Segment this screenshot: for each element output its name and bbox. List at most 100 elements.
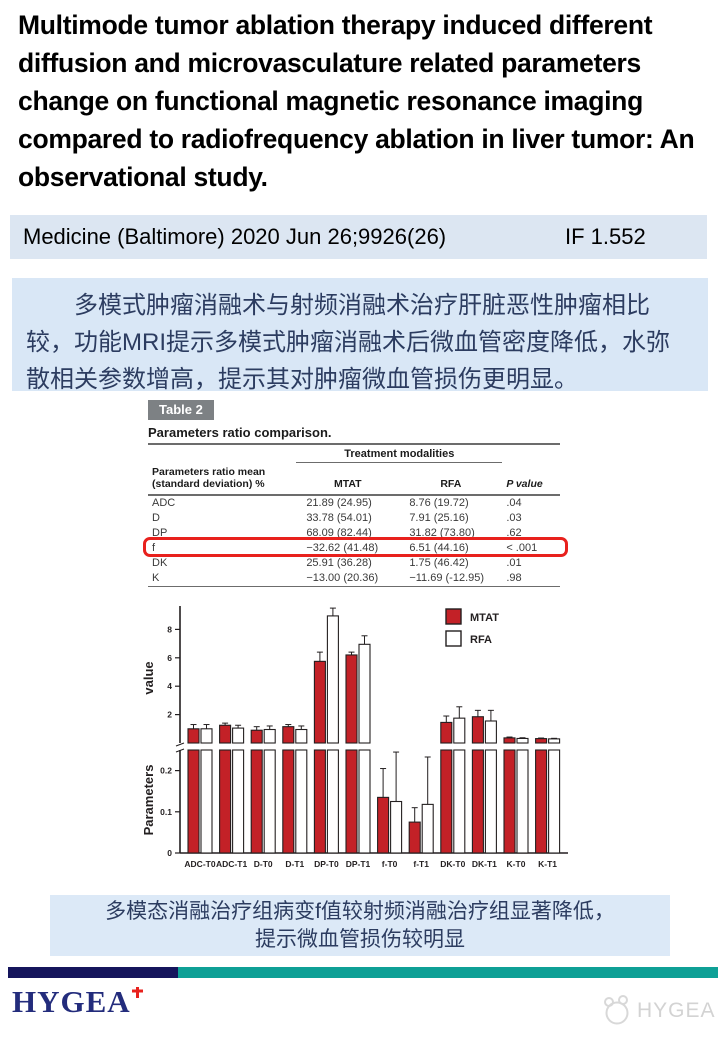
svg-text:Parameters: Parameters bbox=[141, 764, 156, 835]
table-cell: 31.82 (73.80) bbox=[409, 526, 475, 539]
empty-header-cell bbox=[148, 444, 296, 463]
brand-text: HYGEA bbox=[12, 984, 131, 1019]
table-row: DP 68.09 (82.44) 31.82 (73.80) .62 bbox=[148, 526, 560, 541]
table-cell: .03 bbox=[506, 511, 522, 524]
bar-mtat bbox=[219, 748, 232, 854]
x-tick-label: D-T1 bbox=[285, 859, 304, 869]
journal-bar: Medicine (Baltimore) 2020 Jun 26;9926(26… bbox=[10, 215, 707, 259]
svg-text:6: 6 bbox=[167, 652, 172, 662]
bar-rfa bbox=[263, 728, 276, 744]
bar-rfa bbox=[358, 748, 371, 854]
bar-rfa bbox=[295, 748, 308, 854]
legend-label: RFA bbox=[470, 634, 492, 646]
table-cell: DK bbox=[152, 556, 168, 569]
svg-text:8: 8 bbox=[167, 624, 172, 634]
parameters-table: Treatment modalities Parameters ratio me… bbox=[148, 443, 560, 587]
bar-rfa bbox=[453, 717, 466, 744]
bar-rfa bbox=[232, 727, 245, 744]
bar-rfa bbox=[484, 748, 497, 854]
bar-mtat bbox=[282, 748, 295, 854]
x-tick-label: ADC-T1 bbox=[216, 859, 247, 869]
bar-rfa bbox=[326, 614, 339, 744]
x-tick-label: DP-T1 bbox=[346, 859, 371, 869]
bar-rfa bbox=[390, 800, 403, 854]
bar-rfa bbox=[453, 748, 466, 854]
x-tick-label: f-T0 bbox=[382, 859, 398, 869]
summary-block-cn: 多模式肿瘤消融术与射频消融术治疗肝脏恶性肿瘤相比较，功能MRI提示多模式肿瘤消融… bbox=[12, 278, 708, 393]
x-tick-label: K-T0 bbox=[507, 859, 526, 869]
bar-mtat bbox=[345, 748, 358, 854]
bar-rfa bbox=[263, 748, 276, 854]
table-cell: .62 bbox=[506, 526, 522, 539]
table-row: D 33.78 (54.01) 7.91 (25.16) .03 bbox=[148, 511, 560, 526]
bar-mtat bbox=[535, 737, 548, 744]
svg-text:0.2: 0.2 bbox=[160, 765, 172, 775]
conclusion-line1: 多模态消融治疗组病变f值较射频消融治疗组显著降低， bbox=[105, 899, 615, 923]
x-tick-label: ADC-T0 bbox=[184, 859, 215, 869]
bar-group-DK-T1 bbox=[471, 709, 497, 854]
table-row: f −32.62 (41.48) 6.51 (44.16) < .001 bbox=[148, 541, 560, 556]
impact-factor: IF 1.552 bbox=[565, 224, 646, 249]
bar-group-K-T0 bbox=[503, 736, 529, 854]
table-cell: −32.62 (41.48) bbox=[306, 541, 379, 554]
x-tick-label: DK-T0 bbox=[440, 859, 465, 869]
svg-text:value: value bbox=[141, 661, 156, 694]
table-cell: .01 bbox=[506, 556, 522, 569]
chart-legend: MTAT RFA bbox=[445, 607, 499, 647]
table-row: K −13.00 (20.36) −11.69 (-12.95) .98 bbox=[148, 570, 560, 587]
table-cell: 7.91 (25.16) bbox=[409, 511, 469, 524]
chart-wrap: 2 4 6 8 0 0.1 0.2 value Parameters ADC-T0 ADC-T1 D-… bbox=[140, 593, 576, 894]
x-tick-label: D-T0 bbox=[254, 859, 273, 869]
bar-rfa bbox=[326, 748, 339, 854]
bar-group-ADC-T0 bbox=[187, 723, 213, 854]
bar-rfa bbox=[200, 748, 213, 854]
table-cell: D bbox=[152, 511, 160, 524]
bar-mtat bbox=[471, 715, 484, 744]
bar-mtat bbox=[408, 821, 421, 854]
bar-group-K-T1 bbox=[535, 737, 561, 854]
bar-mtat bbox=[345, 653, 358, 744]
bar-mtat bbox=[313, 748, 326, 854]
bar-group-DK-T0 bbox=[440, 705, 466, 854]
bar-group-f-T0 bbox=[377, 751, 403, 854]
table-caption: Parameters ratio comparison. bbox=[148, 425, 332, 440]
x-tick-label: f-T1 bbox=[413, 859, 429, 869]
watermark: HYGEA bbox=[602, 995, 716, 1027]
table-cell: 68.09 (82.44) bbox=[306, 526, 372, 539]
watermark-text: HYGEA bbox=[637, 999, 716, 1022]
paper-figure: Table 2 Parameters ratio comparison. Tre… bbox=[140, 398, 576, 894]
bar-mtat bbox=[440, 748, 453, 854]
table2-body: ADC 21.89 (24.95) 8.76 (19.72) .04 D 33.78 (5… bbox=[148, 495, 560, 587]
col-header-param: Parameters ratio mean (standard deviatio… bbox=[148, 462, 297, 496]
x-tick-label: K-T1 bbox=[538, 859, 557, 869]
table-cell: 25.91 (36.28) bbox=[306, 556, 372, 569]
svg-text:0.1: 0.1 bbox=[160, 806, 172, 816]
bar-mtat bbox=[535, 748, 548, 854]
bar-group-ADC-T1 bbox=[219, 722, 245, 854]
svg-text:2: 2 bbox=[167, 709, 172, 719]
legend-label: MTAT bbox=[470, 612, 499, 624]
empty-header-cell bbox=[502, 444, 560, 463]
bar-mtat bbox=[377, 796, 390, 854]
table2-container: Table 2 Parameters ratio comparison. Tre… bbox=[143, 398, 568, 587]
bar-rfa bbox=[548, 737, 561, 744]
watermark-panda-icon bbox=[604, 995, 629, 1025]
table-cell: < .001 bbox=[506, 541, 538, 554]
summary-text-cn: 多模式肿瘤消融术与射频消融术治疗肝脏恶性肿瘤相比较，功能MRI提示多模式肿瘤消融… bbox=[26, 292, 670, 393]
table-cell: DP bbox=[152, 526, 168, 539]
chart-bars: ADC-T0 ADC-T1 D-T0 D-T1 DP-T0 DP-T1 f-T0 f-T1 DK… bbox=[184, 607, 561, 869]
bar-rfa bbox=[358, 643, 371, 744]
bar-group-D-T0 bbox=[250, 724, 276, 854]
paper-title: Multimode tumor ablation therapy induced… bbox=[18, 10, 695, 192]
table-cell: .04 bbox=[506, 496, 522, 509]
bar-group-DP-T0 bbox=[313, 607, 339, 854]
table-badge: Table 2 bbox=[148, 400, 214, 420]
bar-mtat bbox=[187, 748, 200, 854]
bar-rfa bbox=[232, 748, 245, 854]
svg-text:0: 0 bbox=[167, 848, 172, 858]
bar-mtat bbox=[250, 729, 263, 744]
table-row: ADC 21.89 (24.95) 8.76 (19.72) .04 bbox=[148, 495, 560, 511]
group-header: Treatment modalities bbox=[296, 444, 503, 463]
bar-group-DP-T1 bbox=[345, 634, 371, 854]
table-cell: 1.75 (46.42) bbox=[409, 556, 469, 569]
